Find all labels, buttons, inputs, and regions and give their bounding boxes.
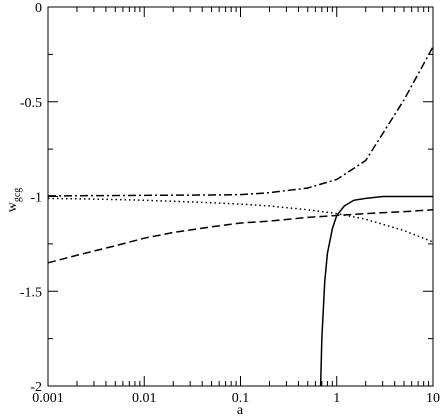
x-tick-label: 1: [333, 391, 340, 406]
line-series: [47, 197, 434, 243]
line-series: [47, 46, 434, 197]
plot-frame: [47, 6, 434, 387]
y-axis-label: wgcg: [5, 188, 23, 213]
y-tick-label: -1: [30, 191, 42, 206]
y-tick-label: -1.5: [20, 285, 42, 300]
y-tick-label: 0: [35, 1, 42, 16]
x-tick-label: 0.001: [32, 391, 64, 406]
y-axis-label-sub: gcg: [12, 188, 23, 202]
line-series: [319, 195, 433, 387]
x-tick-label: 10: [426, 391, 440, 406]
line-series: [47, 209, 434, 264]
x-axis-label: a: [237, 403, 244, 418]
x-tick-label: 0.1: [232, 391, 250, 406]
x-tick-label: 0.01: [132, 391, 157, 406]
y-tick-label: -2: [30, 380, 42, 395]
y-axis-label-main: w: [5, 201, 20, 212]
y-tick-label: -0.5: [20, 96, 42, 111]
